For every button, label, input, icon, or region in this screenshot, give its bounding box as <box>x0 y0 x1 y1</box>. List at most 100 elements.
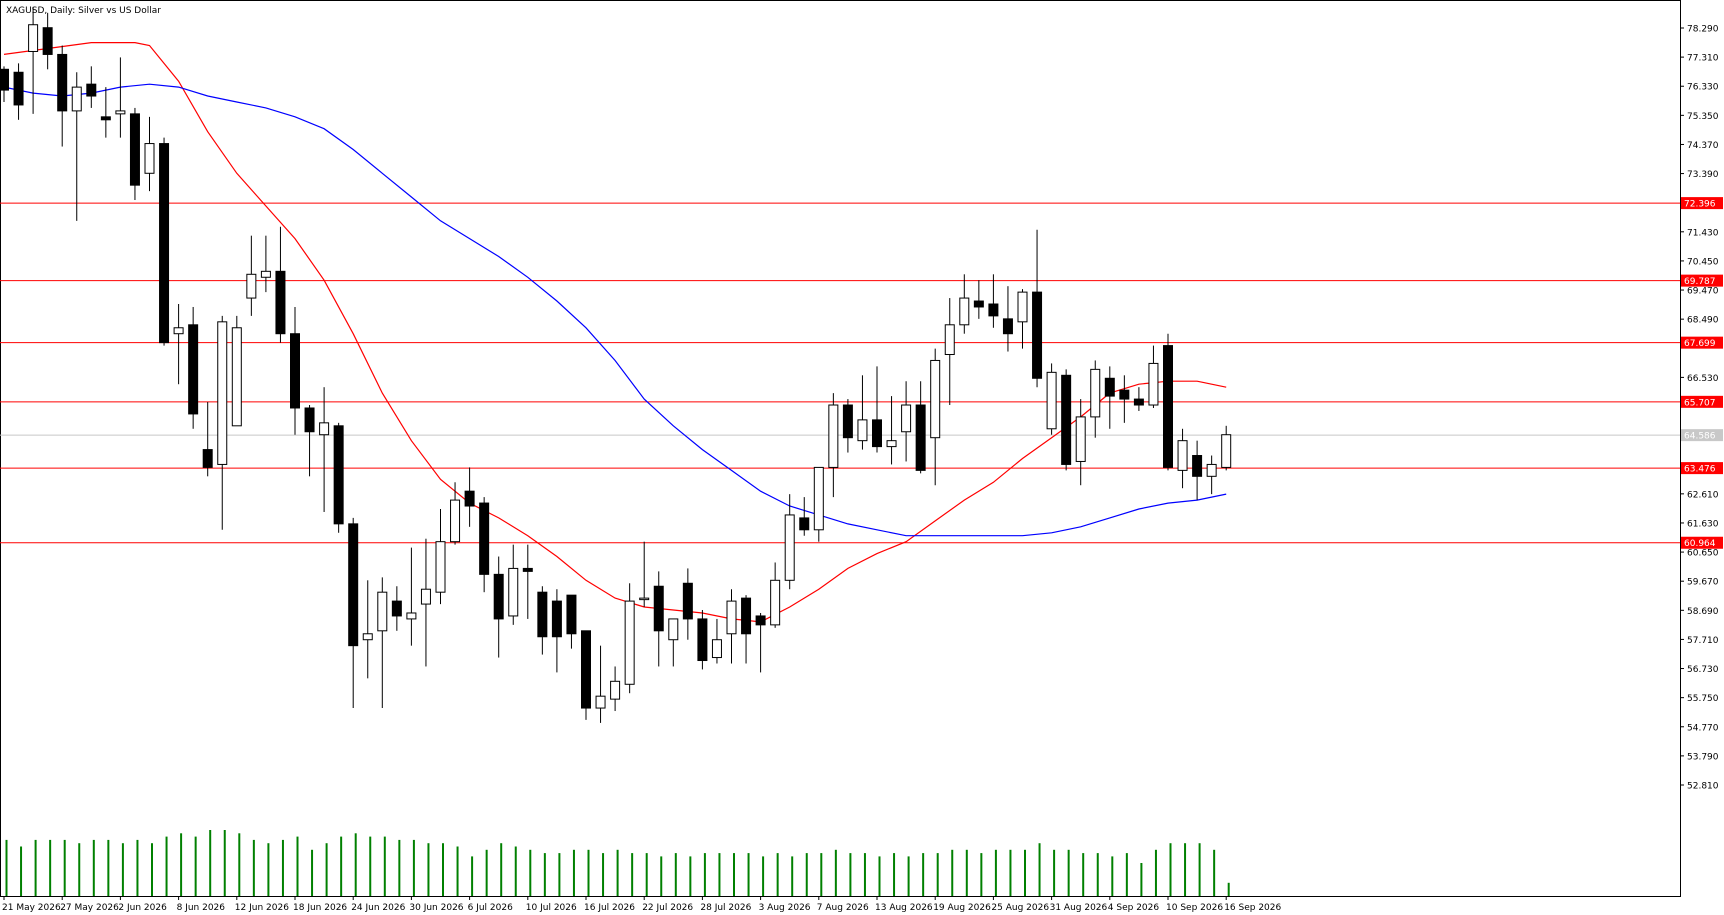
candle <box>799 497 810 536</box>
candle-body-bear <box>988 303 999 317</box>
candle-body-bear <box>42 27 53 55</box>
level-badge <box>1681 395 1723 408</box>
candle-body-bull <box>71 86 82 112</box>
candle <box>86 66 97 108</box>
candle <box>770 562 781 628</box>
candle-body-bear <box>0 68 9 91</box>
date-tick-label: 16 Sep 2026 <box>1224 903 1281 913</box>
candle <box>1090 360 1101 438</box>
candle-body-bull <box>406 612 417 620</box>
candle <box>857 375 868 450</box>
candle <box>391 586 402 631</box>
date-tick-label: 30 Jun 2026 <box>409 903 463 913</box>
candle <box>493 556 504 658</box>
date-tick-label: 10 Sep 2026 <box>1166 903 1223 913</box>
candle-body-bull <box>886 440 897 448</box>
candle <box>304 405 315 477</box>
candle-body-bear <box>464 490 475 507</box>
price-tick-label: 55.750 <box>1687 694 1719 704</box>
date-tick-label: 6 Jul 2026 <box>468 903 513 913</box>
candle-body-bull <box>508 567 519 617</box>
candle-body-bear <box>57 53 68 112</box>
candle <box>71 72 82 221</box>
candle <box>319 387 330 512</box>
date-tick-label: 4 Sep 2026 <box>1108 903 1160 913</box>
candle <box>1061 369 1072 471</box>
support-resistance-lines <box>0 202 1680 544</box>
candle-body-bull <box>639 597 650 601</box>
candle <box>610 666 621 712</box>
candle <box>1046 363 1057 435</box>
level-badge <box>1681 336 1723 349</box>
candle <box>566 594 577 649</box>
candle <box>260 235 271 293</box>
candle-body-bull <box>450 499 461 543</box>
candle-body-bull <box>770 579 781 626</box>
candle-body-bull <box>420 588 431 605</box>
candle-body-bear <box>682 582 693 620</box>
candle <box>959 274 970 334</box>
candle-body-bear <box>1163 345 1173 468</box>
candle-body-bear <box>86 83 97 97</box>
candle <box>333 422 344 533</box>
candle-body-bear <box>551 600 562 638</box>
candle-body-bull <box>1046 371 1057 430</box>
candle <box>755 612 766 673</box>
date-tick-label: 27 May 2026 <box>60 903 119 913</box>
candle-body-bear <box>348 523 359 647</box>
candle <box>406 547 417 646</box>
candle-body-bull <box>217 321 228 465</box>
candle <box>450 482 461 545</box>
candle-body-bull <box>624 600 635 685</box>
candle-body-bull <box>813 466 824 531</box>
price-tick-label: 56.730 <box>1687 665 1719 675</box>
price-tick-label: 62.610 <box>1687 490 1719 500</box>
candle <box>624 583 635 694</box>
current-price-badge <box>1681 429 1723 442</box>
candle <box>362 580 373 679</box>
plot-area-border <box>0 0 1681 897</box>
candle-body-bull <box>144 143 155 174</box>
current-price-label: 64.586 <box>1684 432 1716 442</box>
candle-body-bull <box>1148 362 1159 406</box>
candle-body-bear <box>275 270 286 335</box>
candlestick-series <box>0 6 1232 723</box>
candle-body-bull <box>1075 416 1086 462</box>
candle-body-bear <box>872 419 882 448</box>
date-tick-label: 2 Jun 2026 <box>118 903 167 913</box>
level-badge <box>1681 536 1723 549</box>
candle <box>57 45 68 147</box>
candle-body-bull <box>595 695 606 709</box>
candle-body-bull <box>246 273 257 299</box>
candle-body-bear <box>1061 374 1072 465</box>
candle <box>639 541 650 608</box>
candle <box>1192 440 1203 501</box>
candle-body-bull <box>857 419 868 442</box>
date-tick-label: 19 Aug 2026 <box>933 903 991 913</box>
candle-body-bear <box>537 591 548 638</box>
candle-body-bull <box>260 270 271 278</box>
candle-body-bull <box>711 639 722 659</box>
price-tick-label: 69.470 <box>1687 287 1719 297</box>
candle <box>464 467 475 527</box>
date-tick-label: 25 Aug 2026 <box>991 903 1049 913</box>
candle-body-bull <box>115 110 126 115</box>
candle-body-bear <box>522 567 533 572</box>
candle <box>901 381 912 462</box>
level-label: 67.699 <box>1684 339 1716 349</box>
candle-body-bull <box>1221 434 1232 468</box>
candle <box>231 315 242 427</box>
candle <box>100 87 111 138</box>
candle-body-bear <box>566 594 577 635</box>
candle <box>726 589 737 664</box>
price-tick-label: 52.810 <box>1687 782 1719 792</box>
candle-body-bull <box>668 618 679 641</box>
date-tick-label: 3 Aug 2026 <box>759 903 811 913</box>
candle <box>144 116 155 192</box>
candle-body-bull <box>901 404 912 433</box>
candle <box>479 497 490 593</box>
candle <box>537 586 548 655</box>
price-tick-label: 78.290 <box>1687 25 1719 35</box>
